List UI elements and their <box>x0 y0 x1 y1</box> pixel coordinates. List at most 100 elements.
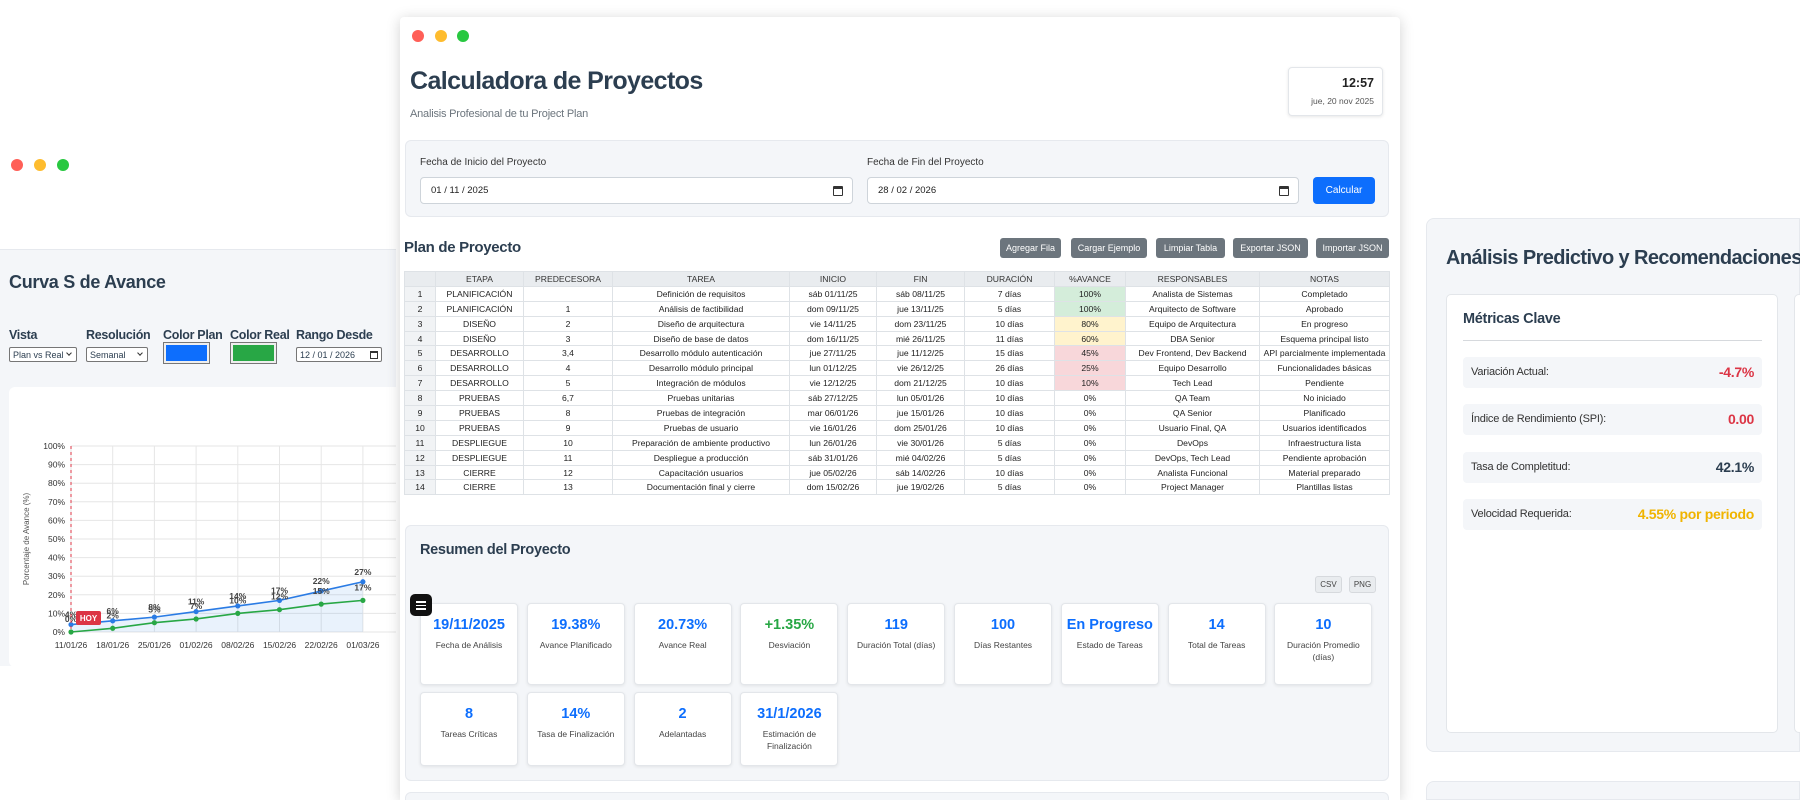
select[interactable]: Semanal <box>86 347 148 362</box>
table-cell: vie 14/11/25 <box>789 315 877 332</box>
table-cell: jue 13/11/25 <box>876 300 965 317</box>
maximize-dot[interactable] <box>457 30 469 42</box>
color-swatch[interactable] <box>230 342 277 364</box>
plan-area <box>71 581 363 632</box>
table-row: 12 DESPLIEGUE 11 Despliegue a producción sáb… <box>404 449 1390 466</box>
panel-title: Curva S de Avance <box>9 272 166 292</box>
table-cell: PRUEBAS <box>435 419 524 436</box>
minimize-dot[interactable] <box>435 30 447 42</box>
select[interactable]: Plan vs Real <box>9 347 77 362</box>
table-cell: Pendiente <box>1259 375 1390 392</box>
data-label: 15% <box>313 586 330 596</box>
table-row: 9 PRUEBAS 8 Pruebas de integración mar 06/01… <box>404 405 1390 421</box>
table-cell: Diseño de base de datos <box>612 330 790 347</box>
data-label: 2% <box>107 610 120 620</box>
table-row: 13 CIERRE 12 Capacitación usuarios jue 05/02… <box>404 464 1390 481</box>
point <box>110 625 116 631</box>
table-cell: Funcionalidades básicas <box>1259 360 1390 377</box>
metric-label: Tasa de Finalización <box>537 729 615 739</box>
table-cell: PRUEBAS <box>435 390 524 407</box>
column-header: INICIO <box>789 271 877 287</box>
table-cell: dom 15/02/26 <box>789 479 877 496</box>
date-value: 01 / 11 / 2025 <box>431 185 489 196</box>
section-title: Plan de Proyecto <box>404 239 521 256</box>
metric-card: 100 Días Restantes <box>954 603 1052 685</box>
row-number: 12 <box>404 449 436 466</box>
point <box>318 601 324 607</box>
x-tick-label: 25/01/26 <box>138 640 171 650</box>
toolbar-button[interactable]: Limpiar Tabla <box>1156 238 1225 258</box>
table-cell: QA Senior <box>1125 405 1260 421</box>
table-cell: mar 06/01/26 <box>789 405 877 421</box>
metric-value: 19/11/2025 <box>433 617 505 633</box>
toolbar-button[interactable]: Exportar JSON <box>1233 238 1308 258</box>
calendar-icon <box>1279 186 1289 196</box>
table-cell: sáb 31/01/26 <box>789 449 877 466</box>
table-cell: Análisis de factibilidad <box>612 300 790 317</box>
table-cell: 10 días <box>964 390 1055 407</box>
metric-card: 19/11/2025 Fecha de Análisis <box>420 603 518 685</box>
color-swatch[interactable] <box>163 342 210 364</box>
table-cell: vie 12/12/25 <box>789 375 877 392</box>
table-cell: En progreso <box>1259 315 1390 332</box>
date-input[interactable]: 01 / 11 / 2025 <box>420 177 853 204</box>
color-fill <box>166 345 207 361</box>
export-button[interactable]: PNG <box>1349 576 1376 593</box>
table-cell: PLANIFICACIÓN <box>435 300 524 317</box>
row-number: 4 <box>404 330 436 347</box>
table-cell: Despliegue a producción <box>612 449 790 466</box>
close-dot[interactable] <box>11 159 23 171</box>
point <box>151 614 157 620</box>
menu-button[interactable] <box>410 594 432 616</box>
table-cell: No iniciado <box>1259 390 1390 407</box>
table-row: 14 CIERRE 13 Documentación final y cierre do… <box>404 479 1390 496</box>
data-label: 11% <box>188 597 205 607</box>
table-cell: Plantillas listas <box>1259 479 1390 496</box>
metric-value: 20.73% <box>658 617 708 633</box>
date-input[interactable]: 28 / 02 / 2026 <box>867 177 1299 204</box>
table-cell: Aprobado <box>1259 300 1390 317</box>
metric-card: 2 Adelantadas <box>633 692 732 766</box>
metric-value: 10 <box>1315 617 1332 633</box>
point <box>360 597 366 603</box>
minimize-dot[interactable] <box>34 159 46 171</box>
table-cell: dom 23/11/25 <box>876 315 965 332</box>
table-row: 8 PRUEBAS 6,7 Pruebas unitarias sáb 27/12/25… <box>404 390 1390 407</box>
point <box>68 621 74 628</box>
data-label: 22% <box>313 576 330 586</box>
table-cell: lun 01/12/25 <box>789 360 877 377</box>
clock-time: 12:57 <box>1342 76 1374 90</box>
toolbar-button[interactable]: Importar JSON <box>1316 238 1389 258</box>
table-cell: jue 11/12/25 <box>876 345 965 362</box>
control-value: 12 / 01 / 2026 <box>300 349 356 360</box>
table-cell: 10 días <box>964 375 1055 392</box>
data-label: 27% <box>354 567 371 577</box>
metric-row: Variación Actual: -4.7% <box>1463 357 1762 388</box>
maximize-dot[interactable] <box>57 159 69 171</box>
table-cell: vie 30/01/26 <box>876 434 965 451</box>
close-dot[interactable] <box>412 30 424 42</box>
table-cell: Analista Funcional <box>1125 464 1260 481</box>
table-row: 1 PLANIFICACIÓN Definición de requisitos sá… <box>404 285 1390 302</box>
table-cell: 0% <box>1054 434 1126 451</box>
toolbar-button[interactable]: Agregar Fila <box>1000 238 1061 258</box>
calculate-button[interactable]: Calcular <box>1313 177 1375 204</box>
metric-value: 2 <box>678 706 687 722</box>
date-input[interactable]: 12 / 01 / 2026 <box>296 347 382 362</box>
table-cell: 5 días <box>964 449 1055 466</box>
table-cell: 11 días <box>964 330 1055 347</box>
row-number: 14 <box>404 479 436 496</box>
control-value: Plan vs Real <box>13 349 64 360</box>
toolbar-button[interactable]: Cargar Ejemplo <box>1071 238 1147 258</box>
point <box>193 616 199 622</box>
control-label: Color Plan <box>163 328 223 342</box>
y-tick-label: 10% <box>48 608 65 618</box>
export-button[interactable]: CSV <box>1315 576 1342 593</box>
metric-value: +1.35% <box>764 617 815 633</box>
table-cell: 0% <box>1054 419 1126 436</box>
table-cell: 0% <box>1054 479 1126 496</box>
table-cell: Preparación de ambiente productivo <box>612 434 790 451</box>
table-cell: sáb 08/11/25 <box>876 285 965 302</box>
table-cell: jue 15/01/26 <box>876 405 965 421</box>
data-label: 8% <box>148 602 161 612</box>
